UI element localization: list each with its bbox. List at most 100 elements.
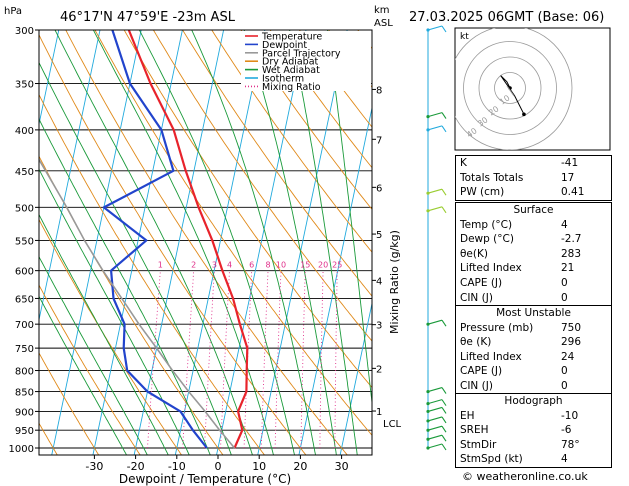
mixing-ratio-line	[220, 270, 230, 449]
wet-adiabat-line	[243, 30, 337, 455]
parcel-trajectory-line	[39, 158, 236, 449]
wind-barb-feather	[441, 319, 447, 327]
wet-adiabat-line	[39, 295, 128, 455]
surface-row: CAPE (J) 0	[460, 276, 568, 289]
wind-barb-feather	[441, 387, 447, 394]
dry-adiabat-line	[153, 30, 372, 342]
wind-barb-dot	[426, 128, 430, 132]
temperature-line	[127, 30, 249, 449]
wind-barb	[427, 406, 443, 412]
pressure-tick-label: 700	[15, 320, 34, 331]
mixing-ratio-label: 3	[212, 261, 217, 270]
wind-barb-dot	[426, 191, 430, 195]
mixing-ratio-axis-label: Mixing Ratio (g/kg)	[388, 230, 401, 334]
lcl-label: LCL	[383, 419, 402, 430]
wind-barb	[427, 387, 443, 393]
most-unstable-row: CIN (J) 0	[460, 379, 568, 392]
surface-row: Temp (°C) 4	[460, 218, 568, 231]
wet-adiabat-line	[191, 30, 316, 455]
pressure-tick-label: 1000	[9, 444, 34, 455]
hodograph-unit-label: kt	[460, 32, 469, 42]
mixing-ratio-label: 2	[191, 261, 196, 270]
km-tick-label: 3	[376, 321, 382, 332]
wet-adiabat-line	[39, 168, 190, 455]
wind-barb	[427, 25, 443, 31]
wind-barb-dot	[426, 402, 430, 406]
legend-label: Mixing Ratio	[262, 82, 321, 93]
dry-adiabat-line	[39, 218, 183, 455]
pressure-tick-label: 900	[15, 407, 34, 418]
dewpoint-line	[102, 30, 208, 449]
wind-barb-feather	[441, 125, 447, 133]
pressure-tick-label: 600	[15, 267, 34, 278]
wet-adiabat-line	[289, 30, 358, 455]
dry-adiabat-line	[65, 30, 348, 455]
wind-barb	[427, 425, 443, 431]
wind-barb-feather	[441, 188, 447, 196]
mixing-ratio-label: 8	[265, 261, 270, 270]
temperature-tick-label: 10	[252, 460, 266, 473]
date-title: 27.03.2025 06GMT (Base: 06)	[409, 10, 604, 25]
pressure-tick-label: 400	[15, 126, 34, 137]
legend-label: Temperature	[261, 32, 322, 43]
x-axis-label: Dewpoint / Temperature (°C)	[119, 472, 291, 486]
wind-barb	[427, 112, 443, 118]
wind-barb-feather	[441, 434, 447, 442]
most-unstable-row: CAPE (J) 0	[460, 365, 568, 378]
wet-adiabat-line	[327, 30, 372, 407]
dry-adiabat-line	[39, 33, 307, 455]
wind-barb	[427, 416, 443, 422]
wet-adiabat-line	[54, 30, 253, 455]
wind-barb-feather	[441, 206, 447, 214]
temperature-tick-label: 20	[293, 460, 307, 473]
indices-table: K -41 Totals Totals 17 PW (cm) 0.41	[455, 155, 612, 201]
wind-barb	[427, 188, 443, 194]
mixing-ratio-label: 4	[227, 261, 232, 270]
hodograph-ring	[463, 41, 557, 135]
pressure-unit-label: hPa	[4, 6, 22, 17]
dry-adiabat-line	[39, 352, 100, 455]
wind-barb	[427, 319, 443, 325]
storm-motion-marker	[506, 85, 515, 97]
legend-label: Dry Adiabat	[262, 57, 319, 68]
wind-barb-dot	[426, 322, 430, 326]
surface-row: θe(K) 283	[460, 247, 582, 260]
most-unstable-title: Most Unstable	[496, 307, 571, 319]
legend-label: Parcel Trajectory	[262, 48, 341, 59]
wind-barb-feather	[441, 443, 447, 451]
dry-adiabat-line	[182, 30, 372, 297]
wind-barb-feather	[441, 425, 447, 433]
asl-unit-label: ASL	[374, 18, 393, 29]
wind-barb-dot	[426, 209, 430, 213]
surface-row: Lifted Index 21	[460, 262, 575, 275]
wind-barb	[427, 434, 443, 440]
temperature-tick-label: 30	[335, 460, 349, 473]
wet-adiabat-line	[39, 61, 232, 455]
km-tick-label: 6	[376, 183, 382, 194]
hodograph-ring	[455, 28, 573, 150]
hodograph-end-dot	[522, 112, 526, 117]
dry-adiabat-line	[211, 30, 372, 253]
wind-barb-feather	[441, 407, 447, 414]
wet-adiabat-line	[39, 255, 148, 455]
mixing-ratio-label: 15	[300, 261, 310, 270]
pressure-tick-label: 850	[15, 388, 34, 399]
wind-barb-dot	[426, 389, 430, 394]
hodograph-table-title: Hodograph	[504, 395, 563, 407]
most-unstable-row: Pressure (mb) 750	[460, 321, 582, 334]
wind-barb-dot	[426, 437, 430, 441]
isotherm-line	[39, 30, 101, 322]
wet-adiabat-line	[39, 213, 169, 455]
hodograph-row: SREH -6	[460, 424, 572, 437]
pressure-tick-label: 950	[15, 426, 34, 437]
wind-barb	[427, 443, 443, 449]
copyright-footer[interactable]: © weatheronline.co.uk	[462, 470, 588, 483]
dry-adiabat-line	[123, 30, 372, 389]
indices-row: K -41	[460, 157, 579, 169]
mixing-ratio-line	[319, 270, 324, 448]
km-tick-label: 2	[376, 364, 382, 375]
hodograph-row: EH -10	[460, 409, 579, 422]
wind-barb	[427, 399, 443, 405]
pressure-tick-label: 800	[15, 367, 34, 378]
surface-title: Surface	[513, 204, 554, 216]
